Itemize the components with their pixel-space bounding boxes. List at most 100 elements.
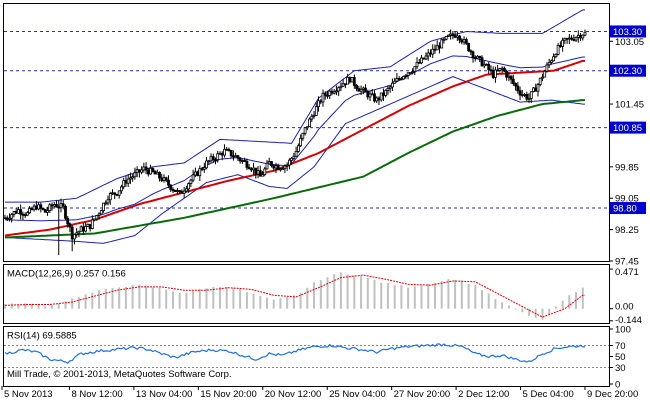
candle-body bbox=[536, 84, 540, 92]
candle-body bbox=[408, 72, 412, 74]
macd-bar bbox=[98, 290, 101, 309]
candle-body bbox=[346, 77, 350, 85]
candle-body bbox=[182, 190, 186, 194]
candle-body bbox=[574, 37, 578, 41]
macd-bar bbox=[447, 279, 450, 309]
ma-green-line bbox=[4, 99, 585, 239]
candle-body bbox=[5, 217, 9, 220]
rsi-title-bg bbox=[5, 329, 87, 341]
candle-body bbox=[283, 165, 287, 169]
level-label-box bbox=[610, 202, 646, 215]
rsi-title: RSI(14) 69.5885 bbox=[7, 331, 77, 342]
candle-body bbox=[37, 204, 40, 210]
macd-bar bbox=[111, 288, 114, 309]
candle-body bbox=[236, 155, 240, 159]
candle-body bbox=[379, 92, 383, 101]
macd-tick-label: 0.471 bbox=[615, 267, 639, 278]
bollinger-lower-line bbox=[4, 76, 585, 244]
macd-bar bbox=[266, 297, 268, 309]
macd-bar bbox=[245, 292, 248, 309]
candle-body bbox=[449, 33, 453, 36]
candle-body bbox=[478, 55, 482, 58]
candle-body bbox=[296, 145, 300, 152]
time-tick-label: 2 Dec 12:00 bbox=[458, 389, 509, 400]
candle-body bbox=[57, 206, 61, 209]
time-tick-label: 13 Nov 04:00 bbox=[136, 389, 193, 400]
candle-body bbox=[455, 35, 459, 38]
candle-body bbox=[8, 217, 11, 220]
macd-bar bbox=[172, 291, 174, 309]
candle-body bbox=[431, 48, 435, 55]
candle-body bbox=[404, 75, 408, 77]
candle-body bbox=[196, 171, 200, 176]
macd-bar bbox=[528, 308, 530, 316]
candle-body bbox=[82, 226, 85, 232]
macd-bar bbox=[434, 283, 436, 309]
candle-body bbox=[343, 83, 347, 86]
candle-body bbox=[234, 155, 238, 158]
candle-body bbox=[12, 211, 16, 215]
candle-body bbox=[97, 213, 101, 216]
candle-body bbox=[209, 156, 213, 162]
candle-body bbox=[482, 63, 486, 67]
candle-body bbox=[64, 205, 67, 219]
candle-body bbox=[310, 115, 314, 120]
candle-body bbox=[541, 76, 544, 79]
candle-body bbox=[93, 218, 96, 221]
macd-bar bbox=[420, 285, 423, 309]
macd-bar bbox=[158, 287, 161, 309]
macd-bar bbox=[313, 282, 315, 309]
level-label-box bbox=[610, 25, 646, 38]
candle-body bbox=[323, 92, 327, 96]
candle-body bbox=[303, 127, 307, 134]
candle-body bbox=[111, 192, 114, 195]
candle-body bbox=[496, 69, 500, 72]
level-label-box bbox=[610, 64, 646, 77]
candle-body bbox=[458, 35, 462, 41]
candle-body bbox=[21, 213, 25, 216]
macd-bar bbox=[259, 296, 262, 309]
macd-signal-path bbox=[5, 274, 585, 318]
candle-body bbox=[527, 98, 531, 100]
candle-body bbox=[207, 160, 211, 163]
time-tick-label: 5 Dec 04:00 bbox=[523, 389, 574, 400]
candle-body bbox=[545, 64, 549, 72]
candle-body bbox=[366, 91, 370, 98]
time-tick-label: 15 Nov 20:00 bbox=[200, 389, 257, 400]
candle-body bbox=[375, 97, 379, 102]
macd-bar bbox=[165, 289, 168, 309]
candle-body bbox=[514, 83, 517, 87]
candle-body bbox=[292, 155, 296, 159]
candle-body bbox=[50, 204, 54, 207]
price-tick-label: 99.85 bbox=[615, 162, 639, 173]
candle-body bbox=[249, 168, 253, 171]
candle-body bbox=[254, 167, 258, 175]
macd-bar bbox=[272, 299, 275, 309]
candle-body bbox=[240, 160, 244, 162]
candle-body bbox=[480, 57, 484, 67]
macd-bar bbox=[138, 284, 141, 309]
macd-bar bbox=[440, 281, 443, 309]
candle-body bbox=[523, 94, 526, 96]
candle-body bbox=[144, 166, 148, 171]
candle-body bbox=[261, 174, 264, 177]
candle-body bbox=[79, 226, 83, 232]
candle-body bbox=[563, 37, 567, 41]
candle-body bbox=[402, 76, 406, 80]
macd-bar bbox=[91, 292, 94, 309]
candle-body bbox=[256, 170, 260, 175]
candle-body bbox=[191, 174, 195, 181]
macd-bar bbox=[192, 290, 195, 309]
candle-body bbox=[382, 92, 385, 96]
candle-body bbox=[529, 91, 533, 99]
macd-bar bbox=[286, 296, 289, 309]
rsi-line bbox=[4, 343, 585, 364]
candle-body bbox=[211, 156, 215, 161]
macd-bar bbox=[487, 293, 490, 309]
candle-body bbox=[287, 159, 291, 166]
candle-body bbox=[173, 189, 177, 192]
candle-body bbox=[70, 226, 74, 240]
candle-body bbox=[102, 202, 105, 211]
candle-body bbox=[462, 39, 466, 43]
candle-body bbox=[453, 35, 457, 38]
